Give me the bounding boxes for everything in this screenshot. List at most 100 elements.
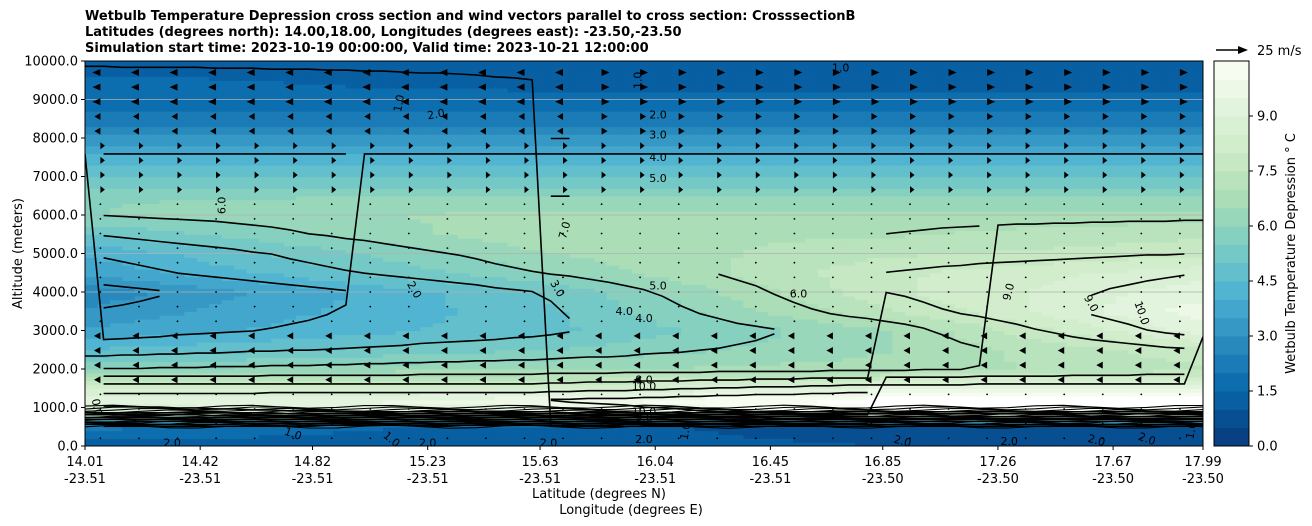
fill-cell — [184, 399, 198, 405]
fill-cell — [308, 95, 322, 101]
fill-cell — [283, 399, 297, 405]
fill-cell — [507, 261, 521, 266]
fill-cell — [333, 130, 347, 135]
fill-cell — [656, 241, 670, 247]
fill-cell — [557, 238, 571, 243]
fill-cell — [109, 161, 123, 166]
fill-cell — [209, 195, 223, 201]
fill-cell — [482, 238, 496, 243]
fill-cell — [159, 318, 173, 324]
fill-cell — [445, 188, 459, 193]
fill-cell — [532, 392, 546, 397]
fill-cell — [445, 357, 459, 362]
fill-cell — [569, 268, 583, 274]
fill-cell — [445, 134, 459, 139]
fill-cell — [271, 369, 285, 374]
fill-cell — [296, 249, 310, 255]
fill-cell — [333, 307, 347, 312]
fill-cell — [619, 91, 633, 97]
fill-cell — [470, 438, 484, 443]
fill-cell — [358, 434, 372, 439]
fill-cell — [557, 122, 571, 128]
fill-cell — [544, 215, 558, 220]
fill-cell — [122, 311, 136, 316]
fill-cell — [507, 172, 521, 178]
fill-cell — [97, 369, 111, 374]
fill-cell — [420, 330, 434, 335]
fill-cell — [296, 76, 310, 81]
fill-cell — [507, 126, 521, 131]
fill-cell — [395, 342, 409, 347]
fill-cell — [668, 295, 682, 301]
fill-cell — [470, 68, 484, 74]
fill-cell — [296, 442, 310, 446]
fill-cell — [358, 95, 372, 101]
fill-cell — [445, 338, 459, 343]
fill-cell — [159, 241, 173, 247]
fill-cell — [122, 195, 136, 201]
fill-cell — [97, 91, 111, 97]
fill-cell — [656, 338, 670, 343]
fill-cell — [395, 268, 409, 274]
fill-cell — [171, 372, 185, 378]
fill-cell — [246, 403, 260, 409]
fill-cell — [308, 168, 322, 174]
fill-cell — [333, 311, 347, 316]
fill-cell — [619, 153, 633, 158]
fill-cell — [594, 191, 608, 197]
fill-cell — [196, 241, 210, 247]
fill-cell — [470, 114, 484, 120]
fill-cell — [97, 261, 111, 266]
fill-cell — [482, 280, 496, 285]
fill-cell — [544, 392, 558, 397]
fill-cell — [159, 184, 173, 189]
fill-cell — [283, 172, 297, 178]
fill-cell — [358, 126, 372, 131]
fill-cell — [370, 241, 384, 247]
fill-cell — [109, 276, 123, 282]
fill-cell — [482, 176, 496, 181]
fill-cell — [432, 199, 446, 205]
fill-cell — [333, 64, 347, 70]
fill-cell — [693, 438, 707, 443]
fill-cell — [271, 388, 285, 393]
fill-cell — [296, 399, 310, 405]
fill-cell — [296, 369, 310, 374]
fill-cell — [159, 245, 173, 251]
fill-cell — [644, 176, 658, 181]
fill-cell — [321, 80, 335, 85]
fill-cell — [420, 276, 434, 282]
fill-cell — [656, 284, 670, 289]
fill-cell — [407, 376, 421, 382]
fill-cell — [184, 149, 198, 154]
fill-cell — [308, 226, 322, 231]
fill-cell — [122, 292, 136, 297]
fill-cell — [209, 295, 223, 301]
fill-cell — [159, 153, 173, 158]
fill-cell — [97, 299, 111, 305]
fill-cell — [221, 395, 235, 401]
fill-cell — [395, 395, 409, 401]
fill-cell — [358, 322, 372, 328]
fill-cell — [581, 180, 595, 185]
fill-cell — [122, 272, 136, 278]
fill-cell — [644, 311, 658, 316]
fill-cell — [693, 149, 707, 154]
fill-cell — [668, 338, 682, 343]
fill-cell — [519, 226, 533, 231]
fill-cell — [171, 107, 185, 112]
fill-cell — [619, 145, 633, 151]
fill-cell — [97, 176, 111, 181]
fill-cell — [85, 188, 99, 193]
fill-cell — [544, 438, 558, 443]
fill-cell — [631, 241, 645, 247]
fill-cell — [532, 238, 546, 243]
fill-cell — [358, 265, 372, 270]
fill-cell — [557, 87, 571, 93]
fill-cell — [569, 111, 583, 116]
fill-cell — [606, 342, 620, 347]
fill-cell — [184, 188, 198, 193]
fill-cell — [668, 164, 682, 170]
fill-cell — [420, 353, 434, 359]
fill-cell — [283, 384, 297, 389]
